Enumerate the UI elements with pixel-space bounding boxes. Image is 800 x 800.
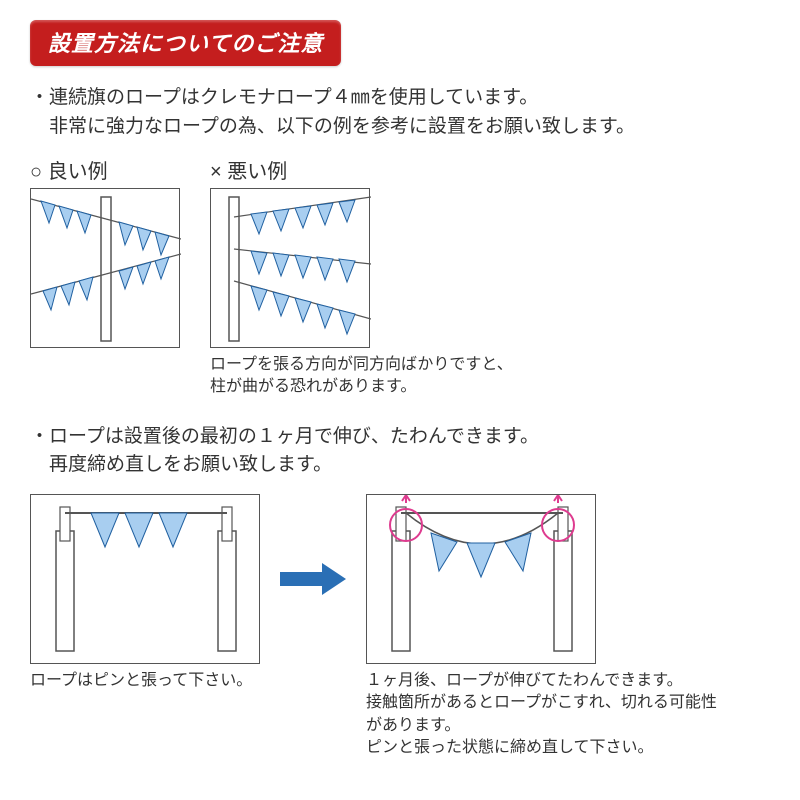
- sag-caption-1: １ヶ月後、ロープが伸びてたわんできます。: [366, 670, 717, 692]
- bad-example: × 悪い例: [210, 155, 513, 399]
- taut-caption: ロープはピンと張って下さい。: [30, 670, 260, 692]
- section2-line2: 再度締め直しをお願い致します。: [30, 451, 770, 480]
- arrow-icon: [278, 559, 348, 599]
- taut-diagram-box: [30, 494, 260, 664]
- sag-caption-4: ピンと張った状態に締め直して下さい。: [366, 737, 717, 759]
- sag-caption: １ヶ月後、ロープが伸びてたわんできます。 接触箇所があるとロープがこすれ、切れる…: [366, 670, 717, 760]
- sag-caption-2: 接触箇所があるとロープがこすれ、切れる可能性: [366, 692, 717, 714]
- section1-line2: 非常に強力なロープの為、以下の例を参考に設置をお願い致します。: [30, 113, 770, 142]
- section2-line1: ・ロープは設置後の最初の１ヶ月で伸び、たわんできます。: [30, 423, 770, 452]
- arrow-wrap: [278, 494, 348, 664]
- bad-caption: ロープを張る方向が同方向ばかりですと、 柱が曲がる恐れがあります。: [210, 354, 513, 399]
- good-diagram-svg: [31, 189, 181, 349]
- section1-line1: ・連続旗のロープはクレモナロープ４㎜を使用しています。: [30, 84, 770, 113]
- bad-caption-line1: ロープを張る方向が同方向ばかりですと、: [210, 354, 513, 376]
- good-example: ○ 良い例: [30, 155, 180, 348]
- sag-diagram-svg: [367, 495, 597, 665]
- bad-label: × 悪い例: [210, 155, 513, 184]
- tension-row: ロープはピンと張って下さい。: [30, 494, 770, 760]
- examples-row: ○ 良い例: [30, 155, 770, 399]
- section1-text: ・連続旗のロープはクレモナロープ４㎜を使用しています。 非常に強力なロープの為、…: [30, 84, 770, 141]
- good-diagram-box: [30, 188, 180, 348]
- sag-example: １ヶ月後、ロープが伸びてたわんできます。 接触箇所があるとロープがこすれ、切れる…: [366, 494, 717, 760]
- bad-caption-line2: 柱が曲がる恐れがあります。: [210, 376, 513, 398]
- header-title: 設置方法についてのご注意: [48, 31, 323, 56]
- bad-diagram-box: [210, 188, 370, 348]
- sag-caption-3: があります。: [366, 715, 717, 737]
- sag-diagram-box: [366, 494, 596, 664]
- taut-diagram-svg: [31, 495, 261, 665]
- bad-diagram-svg: [211, 189, 371, 349]
- taut-example: ロープはピンと張って下さい。: [30, 494, 260, 692]
- good-label: ○ 良い例: [30, 155, 180, 184]
- header-banner: 設置方法についてのご注意: [30, 20, 341, 66]
- section2-text: ・ロープは設置後の最初の１ヶ月で伸び、たわんできます。 再度締め直しをお願い致し…: [30, 423, 770, 480]
